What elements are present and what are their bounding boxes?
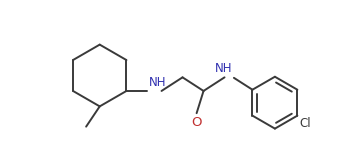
Text: Cl: Cl [300,117,311,130]
Text: O: O [192,116,202,129]
Text: NH: NH [149,76,166,89]
Text: NH: NH [215,62,232,75]
